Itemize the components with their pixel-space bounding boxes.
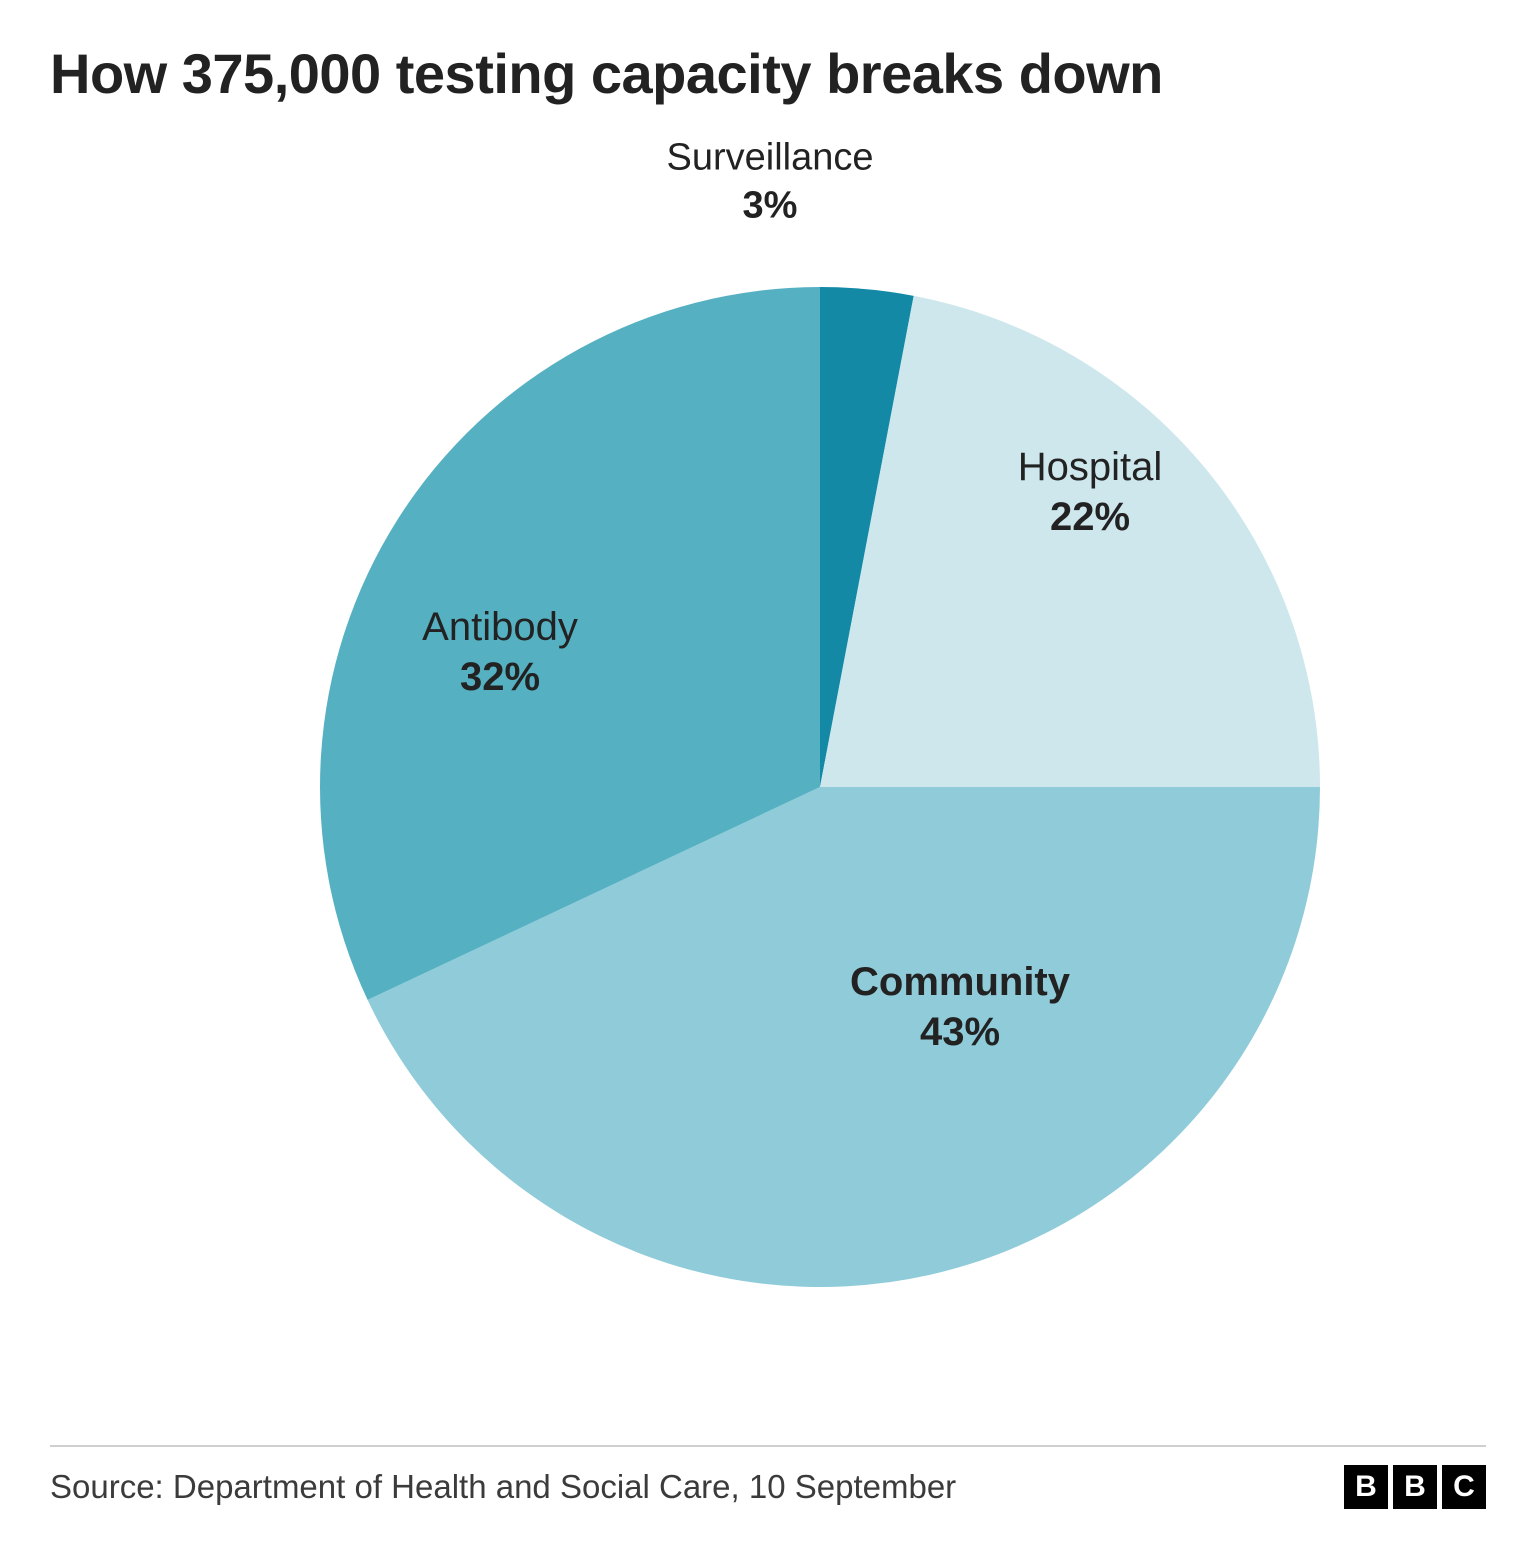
bbc-logo-letter: B [1393, 1465, 1437, 1509]
slice-name: Hospital [1018, 442, 1163, 492]
slice-name: Surveillance [667, 135, 874, 183]
slice-percent: 32% [422, 652, 578, 702]
chart-footer: Source: Department of Health and Social … [50, 1445, 1486, 1509]
slice-name: Community [850, 957, 1070, 1007]
chart-title: How 375,000 testing capacity breaks down [50, 40, 1486, 107]
bbc-logo: BBC [1344, 1465, 1486, 1509]
bbc-logo-letter: B [1344, 1465, 1388, 1509]
source-line: Source: Department of Health and Social … [50, 1468, 956, 1506]
pie-slice-label: Antibody32% [422, 602, 578, 702]
pie-chart-svg [50, 127, 1486, 1387]
slice-percent: 3% [667, 182, 874, 230]
slice-percent: 43% [850, 1007, 1070, 1057]
pie-chart: Surveillance3% Hospital22% Community43% Ant… [50, 127, 1486, 1387]
pie-slice-label: Community43% [850, 957, 1070, 1057]
slice-percent: 22% [1018, 492, 1163, 542]
bbc-logo-letter: C [1442, 1465, 1486, 1509]
slice-name: Antibody [422, 602, 578, 652]
pie-slice-label: Hospital22% [1018, 442, 1163, 542]
pie-slice-label: Surveillance3% [667, 135, 874, 230]
chart-page: How 375,000 testing capacity breaks down… [0, 0, 1536, 1554]
